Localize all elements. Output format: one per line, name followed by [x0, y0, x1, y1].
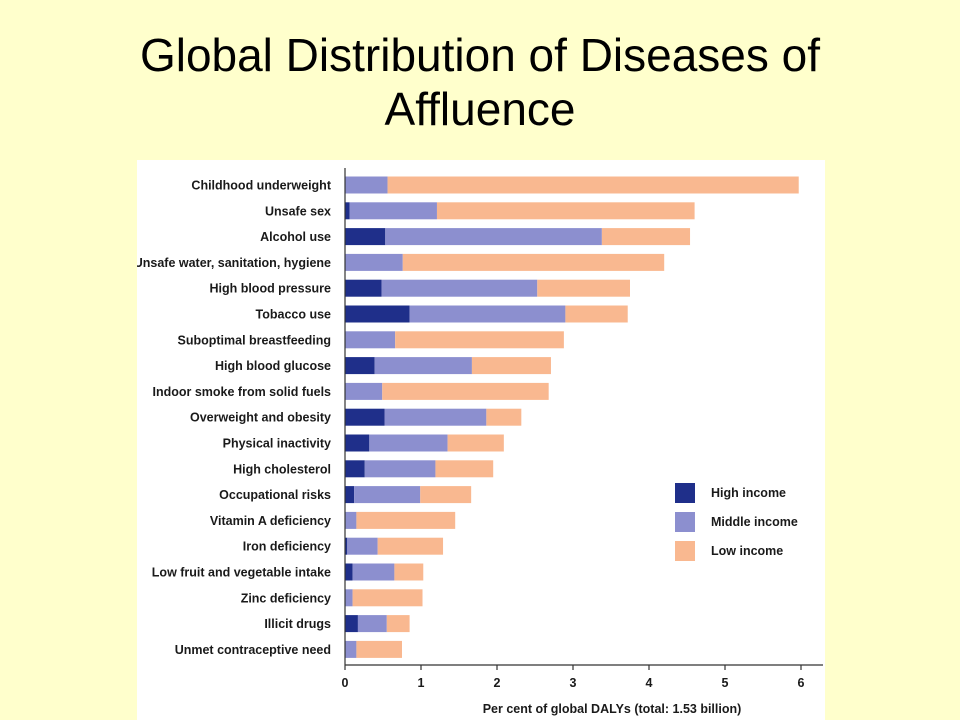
slide-title-line-1: Global Distribution of Diseases of: [139, 29, 821, 81]
category-label-high-blood-pressure: High blood pressure: [209, 282, 331, 296]
category-label-low-fruit-and-vegetable-intake: Low fruit and vegetable intake: [152, 566, 331, 580]
category-label-high-cholesterol: High cholesterol: [233, 462, 331, 476]
bar-low-fruit-and-vegetable-intake-low-income: [394, 563, 424, 581]
slide-title: Global Distribution of Diseases of Afflu…: [0, 28, 960, 136]
x-tick-label-2: 2: [494, 676, 501, 690]
category-label-high-blood-glucose: High blood glucose: [215, 359, 331, 373]
category-label-illicit-drugs: Illicit drugs: [264, 617, 331, 631]
category-label-alcohol-use: Alcohol use: [260, 230, 331, 244]
bar-tobacco-use-low-income: [565, 305, 628, 323]
risk-factor-bar-chart: Childhood underweight Unsafe sex Alcohol u…: [137, 168, 823, 716]
legend-label-low-income: Low income: [711, 544, 783, 558]
bar-illicit-drugs-low-income: [386, 615, 410, 633]
bar-physical-inactivity-middle-income: [369, 434, 448, 452]
category-label-zinc-deficiency: Zinc deficiency: [241, 591, 331, 605]
bar-illicit-drugs-middle-income: [357, 615, 387, 633]
bar-high-blood-pressure-low-income: [537, 279, 630, 297]
x-tick-label-4: 4: [646, 676, 653, 690]
bar-suboptimal-breastfeeding-middle-income: [345, 331, 396, 349]
bar-physical-inactivity-low-income: [447, 434, 504, 452]
legend-label-middle-income: Middle income: [711, 515, 798, 529]
bar-vitamin-a-deficiency-low-income: [356, 511, 456, 529]
category-label-suboptimal-breastfeeding: Suboptimal breastfeeding: [178, 333, 332, 347]
category-label-unsafe-sex: Unsafe sex: [265, 204, 331, 218]
bar-alcohol-use-low-income: [601, 228, 691, 246]
category-label-unmet-contraceptive-need: Unmet contraceptive need: [175, 643, 331, 657]
chart-panel: Childhood underweight Unsafe sex Alcohol u…: [137, 160, 825, 720]
bar-occupational-risks-low-income: [420, 486, 472, 504]
bar-suboptimal-breastfeeding-low-income: [395, 331, 564, 349]
bar-iron-deficiency-middle-income: [347, 537, 378, 555]
category-label-unsafe-water-sanitation-hygiene: Unsafe water, sanitation, hygiene: [137, 256, 331, 270]
x-tick-label-3: 3: [570, 676, 577, 690]
bar-unsafe-water-sanitation-hygiene-low-income: [402, 253, 665, 271]
bar-childhood-underweight-low-income: [387, 176, 799, 194]
bar-physical-inactivity-high-income: [345, 434, 370, 452]
category-label-tobacco-use: Tobacco use: [256, 308, 332, 322]
category-label-vitamin-a-deficiency: Vitamin A deficiency: [210, 514, 331, 528]
bar-occupational-risks-high-income: [345, 486, 355, 504]
category-label-overweight-and-obesity: Overweight and obesity: [190, 411, 331, 425]
bar-vitamin-a-deficiency-middle-income: [345, 511, 357, 529]
category-label-childhood-underweight: Childhood underweight: [191, 179, 331, 193]
legend-swatch-middle-income: [675, 512, 695, 532]
bar-high-blood-glucose-middle-income: [374, 357, 472, 375]
bar-alcohol-use-middle-income: [385, 228, 602, 246]
x-axis-title: Per cent of global DALYs (total: 1.53 bi…: [483, 702, 742, 716]
bar-overweight-and-obesity-high-income: [345, 408, 385, 426]
x-tick-label-0: 0: [342, 676, 349, 690]
legend-swatch-high-income: [675, 483, 695, 503]
bar-unmet-contraceptive-need-low-income: [356, 640, 402, 658]
bar-iron-deficiency-high-income: [345, 537, 348, 555]
category-label-occupational-risks: Occupational risks: [219, 488, 331, 502]
bar-high-blood-pressure-middle-income: [381, 279, 538, 297]
bar-tobacco-use-high-income: [345, 305, 410, 323]
bar-high-cholesterol-middle-income: [364, 460, 436, 478]
legend-label-high-income: High income: [711, 486, 786, 500]
bar-high-cholesterol-low-income: [435, 460, 494, 478]
bar-overweight-and-obesity-low-income: [486, 408, 522, 426]
bar-unsafe-sex-middle-income: [349, 202, 437, 220]
bar-occupational-risks-middle-income: [354, 486, 421, 504]
x-tick-label-1: 1: [418, 676, 425, 690]
bar-alcohol-use-high-income: [345, 228, 386, 246]
bar-tobacco-use-middle-income: [409, 305, 566, 323]
bar-low-fruit-and-vegetable-intake-high-income: [345, 563, 353, 581]
bar-indoor-smoke-from-solid-fuels-middle-income: [345, 382, 383, 400]
category-label-indoor-smoke-from-solid-fuels: Indoor smoke from solid fuels: [153, 385, 332, 399]
bar-zinc-deficiency-low-income: [352, 589, 423, 607]
slide-title-line-2: Affluence: [384, 83, 576, 135]
bar-low-fruit-and-vegetable-intake-middle-income: [352, 563, 395, 581]
category-label-physical-inactivity: Physical inactivity: [223, 437, 331, 451]
bar-overweight-and-obesity-middle-income: [384, 408, 487, 426]
x-tick-label-6: 6: [798, 676, 805, 690]
bar-illicit-drugs-high-income: [345, 615, 358, 633]
category-label-iron-deficiency: Iron deficiency: [243, 540, 331, 554]
bar-unmet-contraceptive-need-middle-income: [345, 640, 357, 658]
bar-high-blood-glucose-low-income: [471, 357, 551, 375]
bar-unsafe-sex-high-income: [345, 202, 350, 220]
bar-zinc-deficiency-middle-income: [345, 589, 353, 607]
bar-childhood-underweight-middle-income: [345, 176, 388, 194]
bar-high-cholesterol-high-income: [345, 460, 365, 478]
bar-high-blood-glucose-high-income: [345, 357, 375, 375]
bar-unsafe-water-sanitation-hygiene-middle-income: [345, 253, 403, 271]
bar-iron-deficiency-low-income: [377, 537, 444, 555]
bar-unsafe-sex-low-income: [436, 202, 695, 220]
bar-indoor-smoke-from-solid-fuels-low-income: [382, 382, 549, 400]
x-tick-label-5: 5: [722, 676, 729, 690]
bar-high-blood-pressure-high-income: [345, 279, 382, 297]
legend-swatch-low-income: [675, 541, 695, 561]
